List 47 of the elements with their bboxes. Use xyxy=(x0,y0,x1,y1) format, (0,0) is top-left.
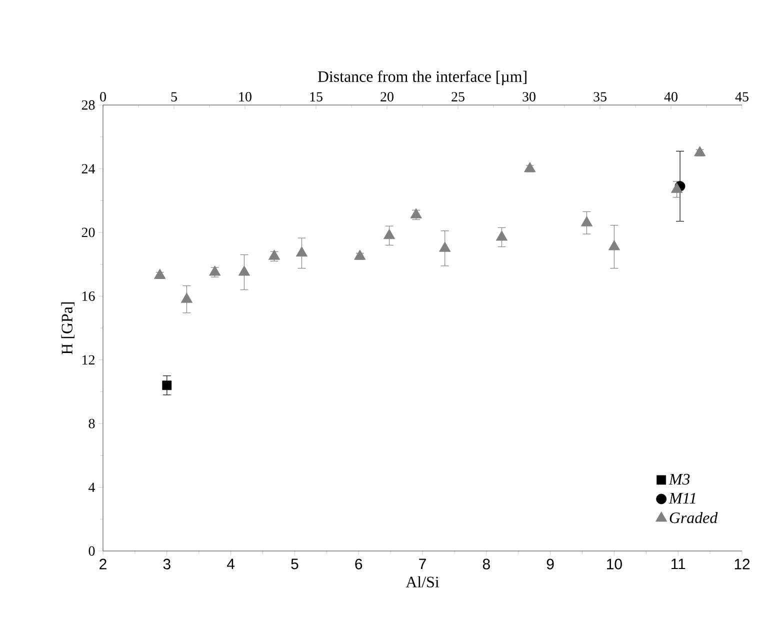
legend-label: M11 xyxy=(668,492,696,504)
x-tick-label: 2 xyxy=(100,558,106,570)
x-tick-label: 6 xyxy=(355,558,362,570)
x2-tick-label: 20 xyxy=(380,92,394,102)
x2-tick-label: 0 xyxy=(100,92,106,102)
point xyxy=(580,216,593,226)
x2-tick-label: 5 xyxy=(171,92,177,102)
y-tick-label: 8 xyxy=(88,418,95,428)
point xyxy=(694,146,706,156)
y-tick-label: 16 xyxy=(82,291,95,301)
x2-tick-label: 45 xyxy=(735,92,748,102)
x-tick-label: 12 xyxy=(734,558,750,570)
x-tick-label: 10 xyxy=(607,558,622,570)
y-axis-title: H [GPa] xyxy=(61,302,74,354)
x2-tick-label: 10 xyxy=(239,92,252,102)
y-tick-label: 0 xyxy=(88,546,95,556)
point xyxy=(496,230,508,241)
point xyxy=(608,240,620,250)
point xyxy=(439,242,451,252)
x2-tick-label: 15 xyxy=(310,92,322,102)
point xyxy=(296,246,308,257)
y-tick-label: 24 xyxy=(82,164,96,174)
y-tick-label: 12 xyxy=(82,355,94,364)
legend-label: M3 xyxy=(668,474,690,485)
x2-tick-label: 30 xyxy=(522,92,536,102)
x-tick-label: 7 xyxy=(419,558,426,570)
x2-tick-label: 40 xyxy=(664,92,678,102)
point xyxy=(180,292,193,303)
x-tick-label: 11 xyxy=(671,558,686,570)
x2-tick-label: 35 xyxy=(594,92,606,102)
x-tick-label: 4 xyxy=(226,558,235,570)
x2-axis-title: Distance from the interface [µm] xyxy=(318,70,526,86)
x-tick-label: 3 xyxy=(163,558,170,570)
y-tick-label: 4 xyxy=(88,482,96,492)
point xyxy=(354,250,366,260)
point xyxy=(154,268,166,279)
y-tick-label: 20 xyxy=(82,228,95,238)
point xyxy=(524,162,536,172)
x-axis-title: Al/Si xyxy=(406,576,440,588)
x-tick-label: 5 xyxy=(291,558,298,570)
x-tick-label: 9 xyxy=(546,558,554,570)
point xyxy=(383,228,396,240)
x-tick-label: 8 xyxy=(482,558,490,570)
x2-tick-label: 25 xyxy=(452,92,464,102)
point xyxy=(238,266,250,276)
y-tick-label: 28 xyxy=(82,100,95,110)
legend-label: Graded xyxy=(670,512,718,524)
